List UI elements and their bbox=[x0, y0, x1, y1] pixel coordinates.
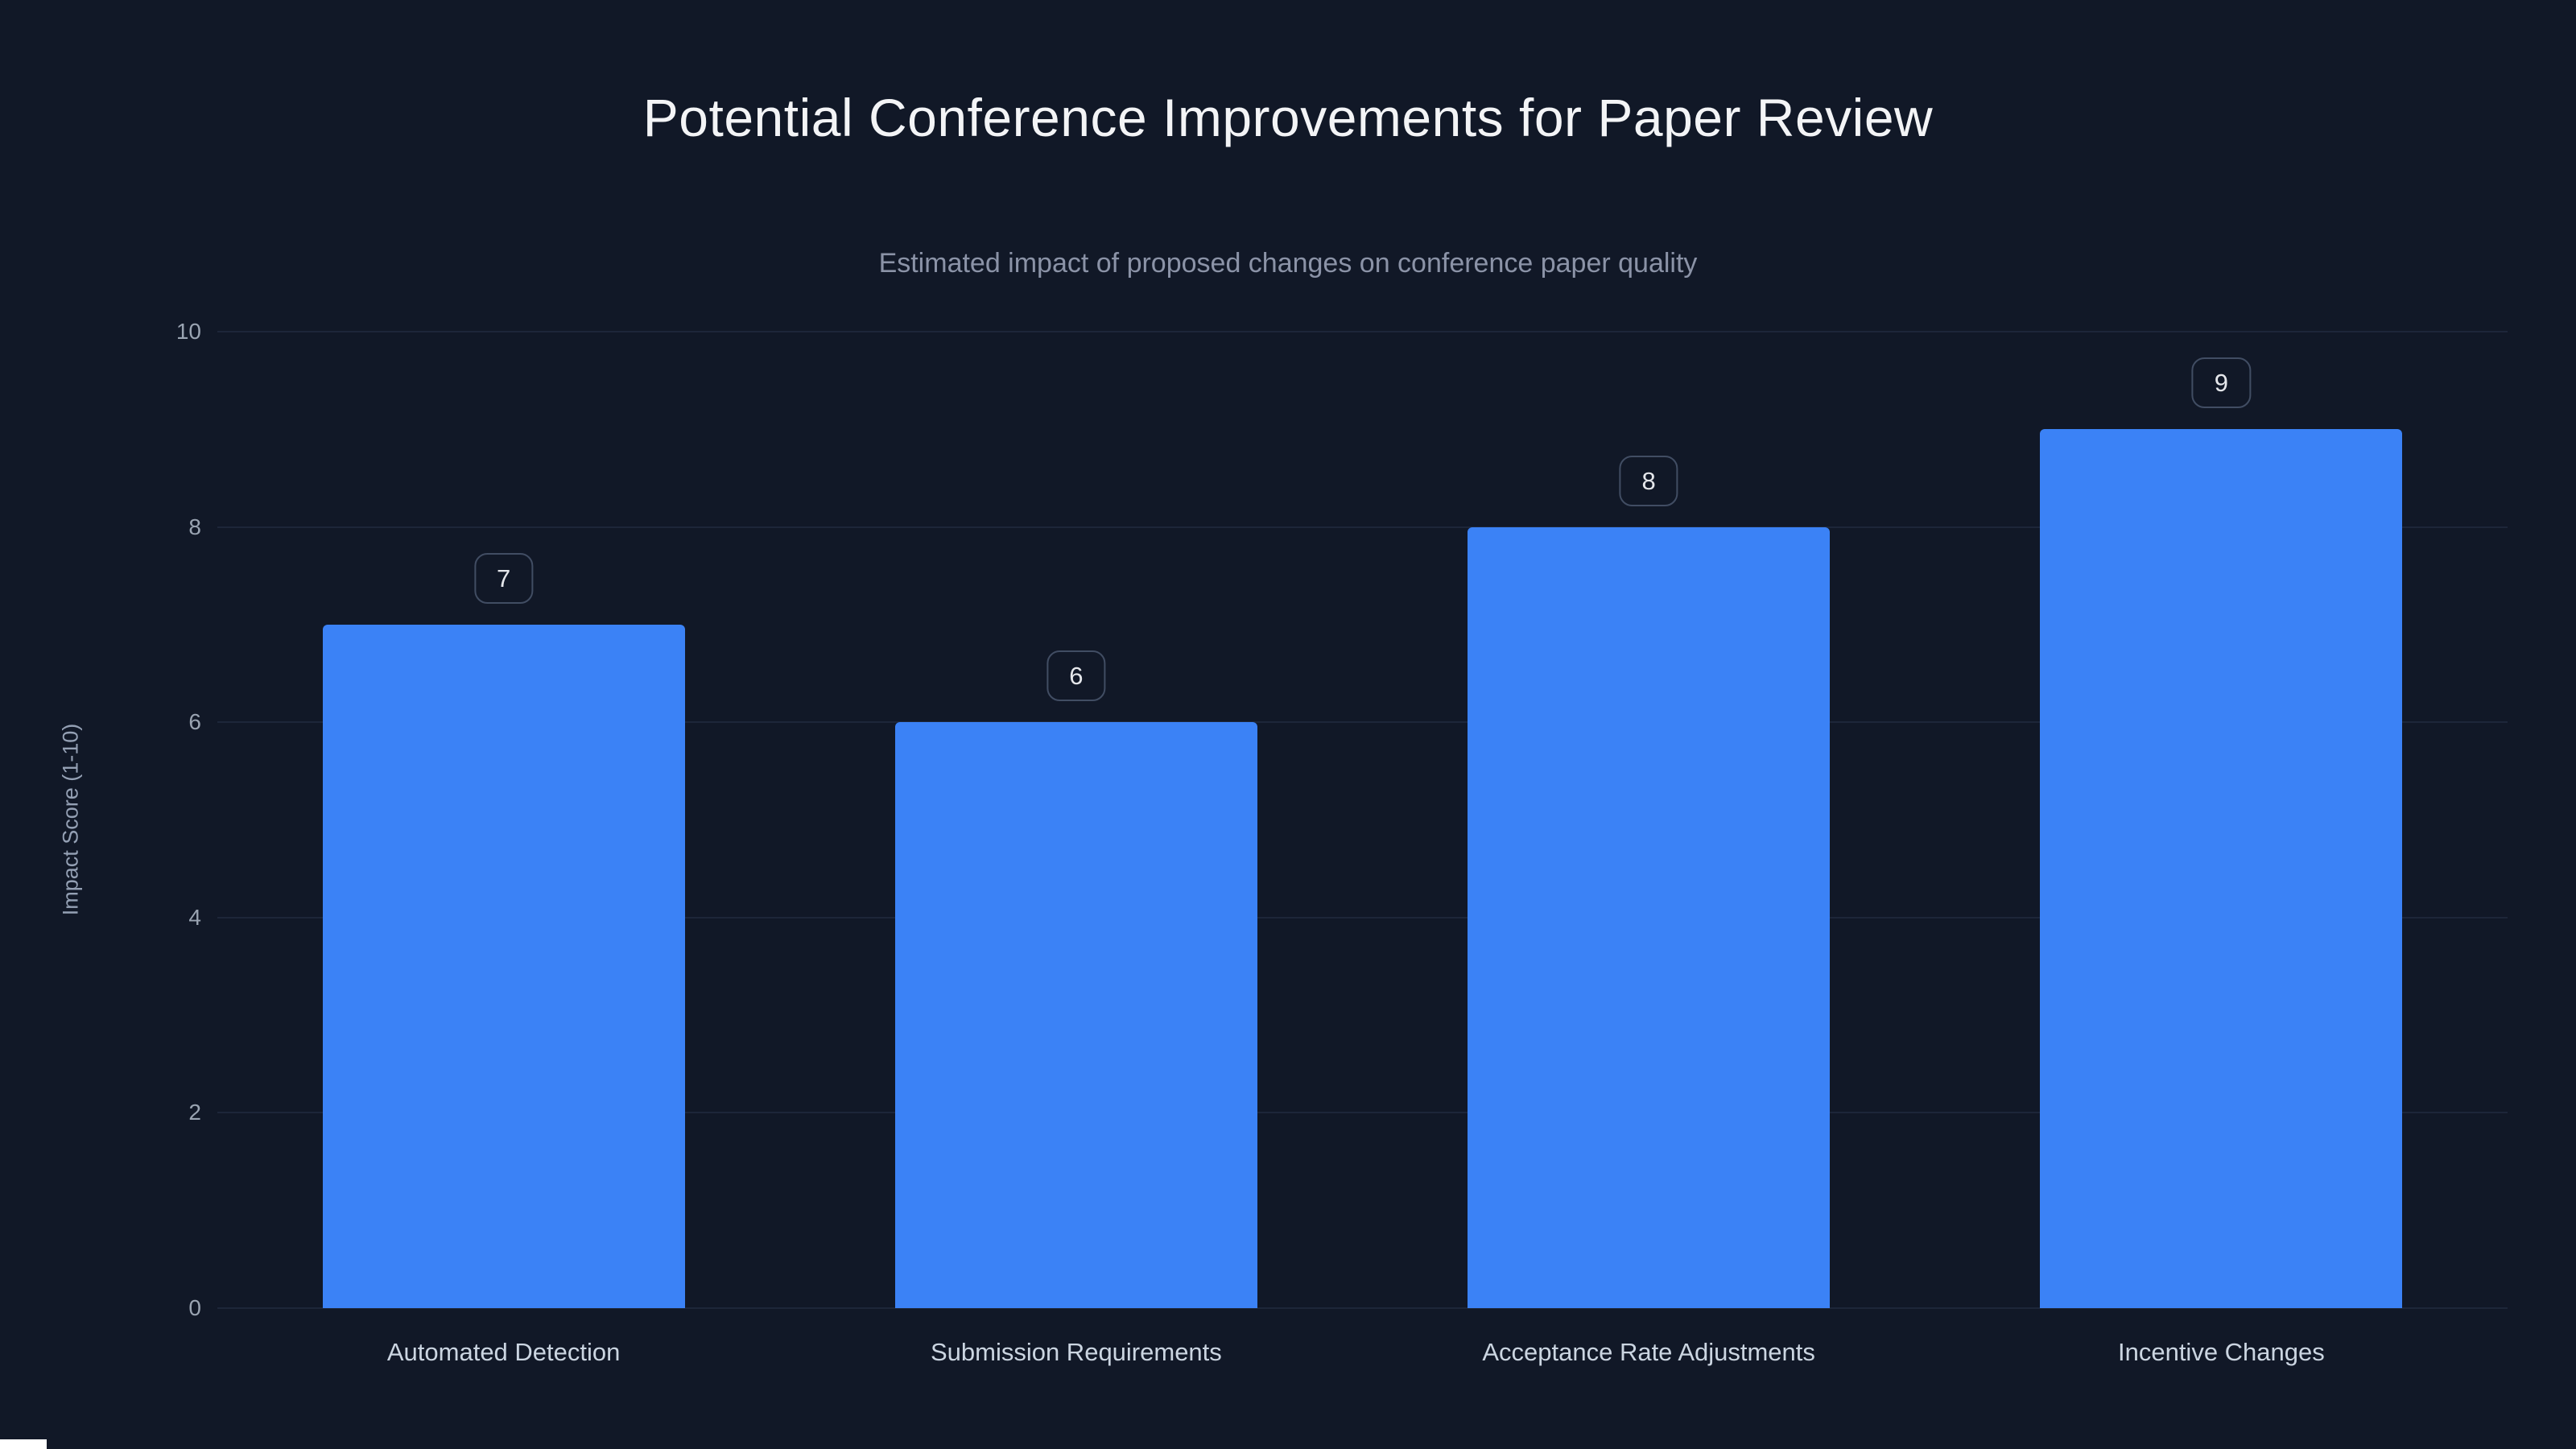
value-label-badge: 9 bbox=[2191, 357, 2251, 409]
x-tick-label: Incentive Changes bbox=[2117, 1338, 2325, 1366]
x-tick-label: Automated Detection bbox=[386, 1338, 621, 1366]
x-tick-label: Acceptance Rate Adjustments bbox=[1482, 1338, 1815, 1366]
value-label-badge: 8 bbox=[1619, 455, 1678, 506]
y-axis-title: Impact Score (1-10) bbox=[58, 723, 83, 916]
bar-submission-requirements bbox=[894, 722, 1257, 1308]
gridline bbox=[217, 331, 2508, 332]
gridline bbox=[217, 1307, 2508, 1309]
y-tick-label: 10 bbox=[175, 319, 201, 344]
y-tick-label: 8 bbox=[188, 514, 201, 539]
chart-subtitle: Estimated impact of proposed changes on … bbox=[878, 248, 1698, 279]
y-tick-label: 0 bbox=[188, 1295, 201, 1320]
plot-area: 7 6 8 9 bbox=[217, 331, 2508, 1309]
y-tick-label: 4 bbox=[188, 904, 201, 930]
x-tick-label: Submission Requirements bbox=[930, 1338, 1222, 1366]
gridline bbox=[217, 526, 2508, 528]
gridline bbox=[217, 721, 2508, 724]
value-label-badge: 7 bbox=[474, 552, 534, 604]
chart-title: Potential Conference Improvements for Pa… bbox=[642, 88, 1934, 147]
y-tick-label: 6 bbox=[188, 709, 201, 735]
bar-incentive-changes bbox=[2040, 429, 2403, 1308]
bar-automated-detection bbox=[322, 624, 685, 1308]
gridline bbox=[217, 916, 2508, 919]
page-corner-fragment bbox=[0, 1439, 47, 1449]
gridline bbox=[217, 1112, 2508, 1114]
value-label-badge: 6 bbox=[1046, 650, 1106, 702]
bar-acceptance-rate-adjustments bbox=[1468, 526, 1831, 1308]
y-tick-label: 2 bbox=[188, 1100, 201, 1125]
